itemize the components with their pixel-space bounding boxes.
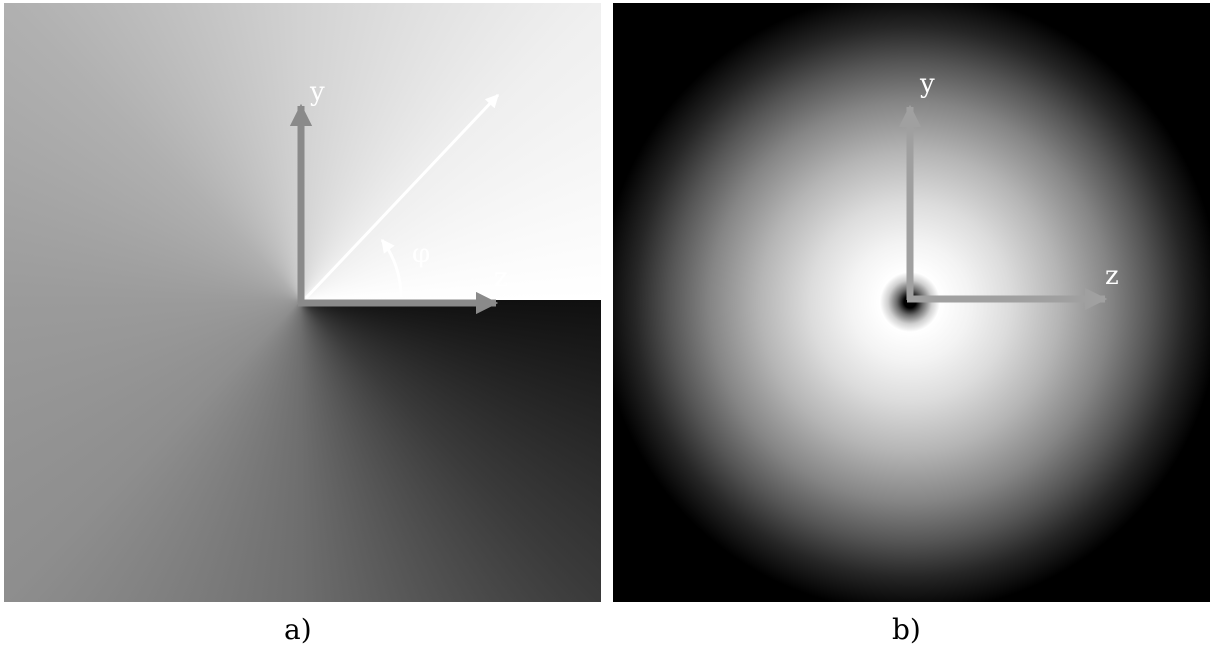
phi-label: φ <box>412 239 431 269</box>
y-axis-label: y <box>310 77 325 107</box>
caption-b: b) <box>892 613 921 646</box>
z-axis-label: z <box>494 263 508 293</box>
caption-a: a) <box>284 613 312 646</box>
phase-map-panel: y z φ <box>4 3 601 602</box>
phi-angle-arc <box>380 238 403 298</box>
z-axis-label: z <box>1105 261 1119 291</box>
intensity-map-panel: y z <box>613 3 1210 602</box>
direction-vector-arrow <box>304 93 500 300</box>
axes-overlay-b <box>898 104 1108 311</box>
y-axis-label: y <box>920 69 935 99</box>
axes-overlay-a <box>289 93 500 315</box>
